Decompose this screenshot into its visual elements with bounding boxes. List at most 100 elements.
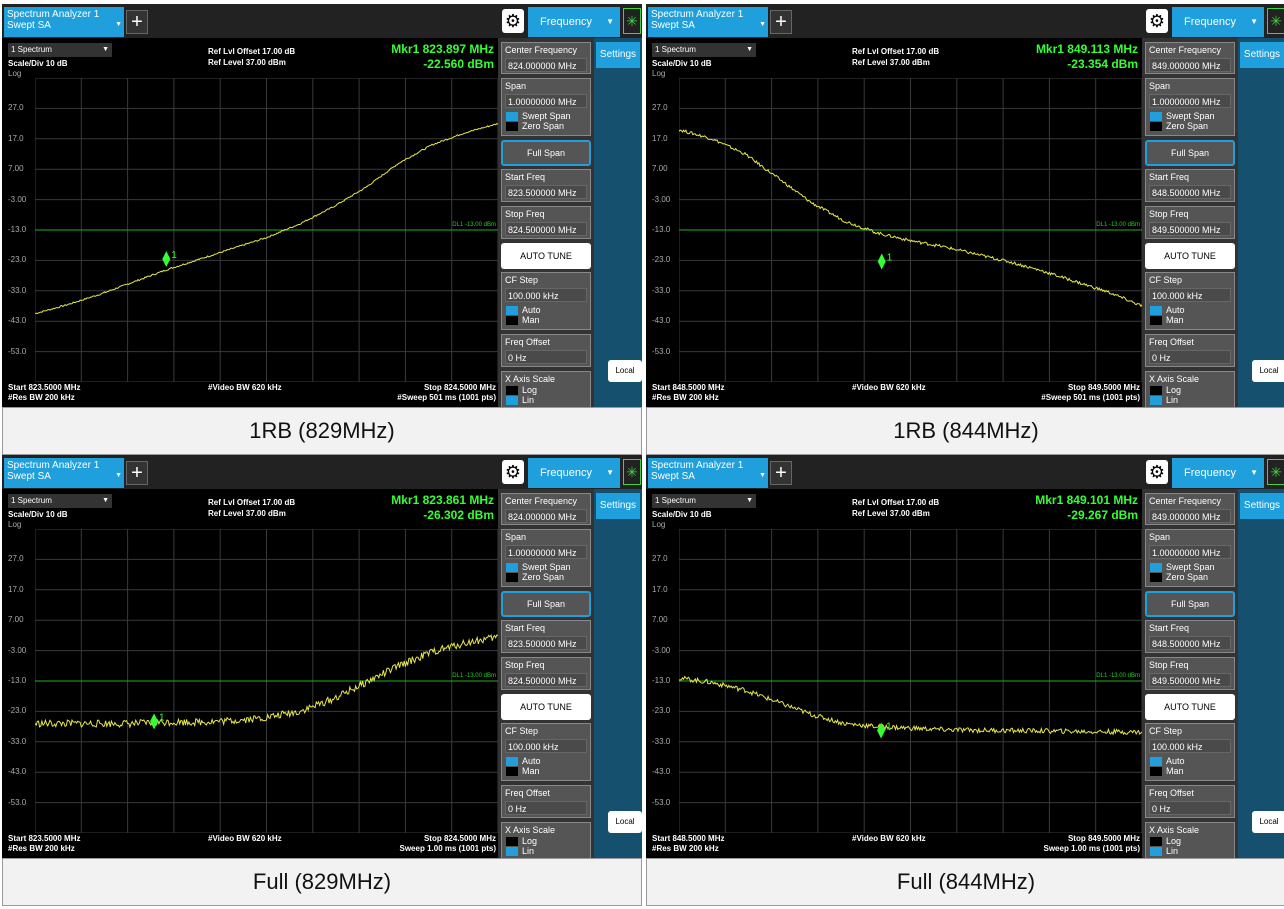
trace-selector[interactable]: 1 Spectrum ▼	[8, 43, 112, 57]
gear-icon[interactable]: ⚙	[502, 460, 524, 484]
center-frequency-field[interactable]: 824.000000 MHz	[505, 58, 587, 72]
freq-offset-field[interactable]: 0 Hz	[505, 350, 587, 364]
local-button[interactable]: Local	[1252, 360, 1284, 382]
add-screen-button[interactable]: +	[126, 461, 148, 485]
full-span-button[interactable]: Full Span	[501, 140, 591, 166]
add-screen-button[interactable]: +	[126, 10, 148, 34]
full-span-button[interactable]: Full Span	[1145, 140, 1235, 166]
start-freq-key[interactable]: Start Freq 823.500000 MHz	[501, 169, 591, 202]
spectrum-graph[interactable]: 1	[679, 78, 1142, 382]
stop-freq-field[interactable]: 824.500000 MHz	[505, 222, 587, 236]
x-axis-scale-key[interactable]: X Axis Scale Log Lin	[501, 371, 591, 407]
span-key[interactable]: Span 1.00000000 MHz Swept Span Zero Span	[501, 529, 591, 587]
center-frequency-field[interactable]: 824.000000 MHz	[505, 509, 587, 523]
app-title-tab[interactable]: Spectrum Analyzer 1 Swept SA ▼	[648, 458, 768, 488]
auto-tune-button[interactable]: AUTO TUNE	[501, 243, 591, 269]
trace-selector[interactable]: 1 Spectrum ▼	[652, 43, 756, 57]
busy-spinner-icon[interactable]: ✳	[623, 8, 641, 34]
full-span-button[interactable]: Full Span	[501, 591, 591, 617]
stop-freq-key[interactable]: Stop Freq 849.500000 MHz	[1145, 657, 1235, 690]
x-axis-scale-key[interactable]: X Axis Scale Log Lin	[1145, 371, 1235, 407]
cf-step-field[interactable]: 100.000 kHz	[1149, 288, 1231, 302]
frequency-menu-tab[interactable]: Frequency ▼	[528, 7, 620, 37]
center-frequency-field[interactable]: 849.000000 MHz	[1149, 58, 1231, 72]
stop-freq-key[interactable]: Stop Freq 824.500000 MHz	[501, 206, 591, 239]
auto-tune-button[interactable]: AUTO TUNE	[501, 694, 591, 720]
span-field[interactable]: 1.00000000 MHz	[505, 94, 587, 108]
gear-icon[interactable]: ⚙	[1146, 9, 1168, 33]
span-field[interactable]: 1.00000000 MHz	[505, 545, 587, 559]
freq-offset-key[interactable]: Freq Offset 0 Hz	[1145, 334, 1235, 367]
freq-offset-field[interactable]: 0 Hz	[1149, 350, 1231, 364]
settings-tab[interactable]: Settings	[1240, 42, 1284, 68]
start-freq-field[interactable]: 848.500000 MHz	[1149, 636, 1231, 650]
add-screen-button[interactable]: +	[770, 10, 792, 34]
start-freq-field[interactable]: 823.500000 MHz	[505, 185, 587, 199]
center-frequency-key[interactable]: Center Frequency 824.000000 MHz	[501, 493, 591, 525]
cf-step-field[interactable]: 100.000 kHz	[505, 739, 587, 753]
marker-diamond-icon[interactable]	[150, 713, 159, 730]
local-button[interactable]: Local	[608, 811, 642, 833]
x-axis-scale-key[interactable]: X Axis Scale Log Lin	[1145, 822, 1235, 858]
add-screen-button[interactable]: +	[770, 461, 792, 485]
span-key[interactable]: Span 1.00000000 MHz Swept Span Zero Span	[501, 78, 591, 136]
cf-step-key[interactable]: CF Step 100.000 kHz Auto Man	[1145, 272, 1235, 330]
app-title-tab[interactable]: Spectrum Analyzer 1 Swept SA ▼	[4, 458, 124, 488]
cf-step-field[interactable]: 100.000 kHz	[1149, 739, 1231, 753]
frequency-menu-tab[interactable]: Frequency ▼	[528, 458, 620, 488]
freq-offset-key[interactable]: Freq Offset 0 Hz	[501, 785, 591, 818]
stop-freq-key[interactable]: Stop Freq 824.500000 MHz	[501, 657, 591, 690]
trace-selector[interactable]: 1 Spectrum ▼	[652, 494, 756, 508]
stop-freq-field[interactable]: 824.500000 MHz	[505, 673, 587, 687]
x-axis-scale-key[interactable]: X Axis Scale Log Lin	[501, 822, 591, 858]
stop-freq-field[interactable]: 849.500000 MHz	[1149, 673, 1231, 687]
spectrum-graph[interactable]: 1	[35, 529, 498, 833]
start-freq-key[interactable]: Start Freq 848.500000 MHz	[1145, 620, 1235, 653]
app-title-tab[interactable]: Spectrum Analyzer 1 Swept SA ▼	[4, 7, 124, 37]
cf-step-key[interactable]: CF Step 100.000 kHz Auto Man	[1145, 723, 1235, 781]
span-field[interactable]: 1.00000000 MHz	[1149, 545, 1231, 559]
trace-selector[interactable]: 1 Spectrum ▼	[8, 494, 112, 508]
busy-spinner-icon[interactable]: ✳	[1267, 8, 1284, 34]
cf-step-key[interactable]: CF Step 100.000 kHz Auto Man	[501, 272, 591, 330]
cf-step-key[interactable]: CF Step 100.000 kHz Auto Man	[501, 723, 591, 781]
marker-diamond-icon[interactable]	[877, 722, 886, 739]
cf-step-field[interactable]: 100.000 kHz	[505, 288, 587, 302]
busy-spinner-icon[interactable]: ✳	[623, 459, 641, 485]
gear-icon[interactable]: ⚙	[1146, 460, 1168, 484]
busy-spinner-icon[interactable]: ✳	[1267, 459, 1284, 485]
center-frequency-key[interactable]: Center Frequency 824.000000 MHz	[501, 42, 591, 74]
freq-offset-key[interactable]: Freq Offset 0 Hz	[501, 334, 591, 367]
start-freq-key[interactable]: Start Freq 848.500000 MHz	[1145, 169, 1235, 202]
start-freq-field[interactable]: 848.500000 MHz	[1149, 185, 1231, 199]
auto-tune-button[interactable]: AUTO TUNE	[1145, 694, 1235, 720]
span-key[interactable]: Span 1.00000000 MHz Swept Span Zero Span	[1145, 529, 1235, 587]
freq-offset-field[interactable]: 0 Hz	[1149, 801, 1231, 815]
spectrum-graph[interactable]: 1	[679, 529, 1142, 833]
center-frequency-key[interactable]: Center Frequency 849.000000 MHz	[1145, 42, 1235, 74]
frequency-menu-tab[interactable]: Frequency ▼	[1172, 7, 1264, 37]
local-button[interactable]: Local	[608, 360, 642, 382]
freq-offset-field[interactable]: 0 Hz	[505, 801, 587, 815]
auto-tune-button[interactable]: AUTO TUNE	[1145, 243, 1235, 269]
settings-tab[interactable]: Settings	[1240, 493, 1284, 519]
settings-tab[interactable]: Settings	[596, 493, 640, 519]
frequency-menu-tab[interactable]: Frequency ▼	[1172, 458, 1264, 488]
span-key[interactable]: Span 1.00000000 MHz Swept Span Zero Span	[1145, 78, 1235, 136]
center-frequency-field[interactable]: 849.000000 MHz	[1149, 509, 1231, 523]
local-button[interactable]: Local	[1252, 811, 1284, 833]
span-field[interactable]: 1.00000000 MHz	[1149, 94, 1231, 108]
settings-tab[interactable]: Settings	[596, 42, 640, 68]
start-freq-field[interactable]: 823.500000 MHz	[505, 636, 587, 650]
freq-offset-key[interactable]: Freq Offset 0 Hz	[1145, 785, 1235, 818]
full-span-button[interactable]: Full Span	[1145, 591, 1235, 617]
center-frequency-key[interactable]: Center Frequency 849.000000 MHz	[1145, 493, 1235, 525]
stop-freq-key[interactable]: Stop Freq 849.500000 MHz	[1145, 206, 1235, 239]
marker-diamond-icon[interactable]	[877, 253, 886, 270]
spectrum-graph[interactable]: 1	[35, 78, 498, 382]
gear-icon[interactable]: ⚙	[502, 9, 524, 33]
app-title-tab[interactable]: Spectrum Analyzer 1 Swept SA ▼	[648, 7, 768, 37]
stop-freq-field[interactable]: 849.500000 MHz	[1149, 222, 1231, 236]
marker-diamond-icon[interactable]	[162, 251, 171, 268]
start-freq-key[interactable]: Start Freq 823.500000 MHz	[501, 620, 591, 653]
